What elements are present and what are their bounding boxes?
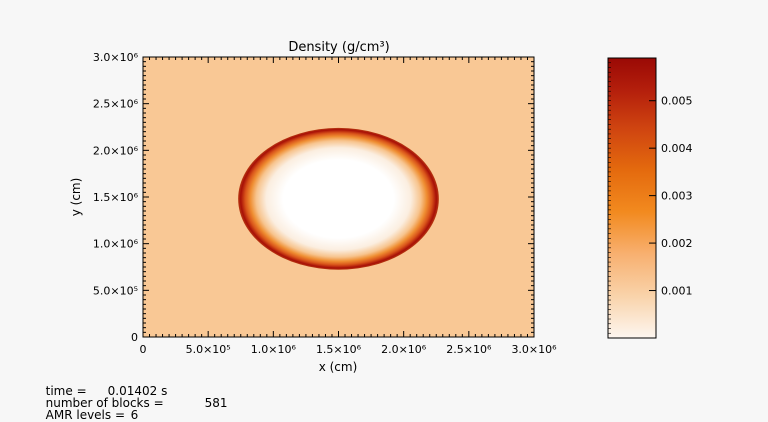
- x-tick-label: 1.5×10⁶: [316, 343, 362, 356]
- blocks-value: 581: [204, 396, 228, 410]
- density-plot: Density (g/cm³) 0 5.0×10⁵ 1.0×10⁶ 1.5×10⁶ 2.…: [69, 40, 693, 374]
- x-tick-label: 2.0×10⁶: [381, 343, 427, 356]
- y-axis-ticks: 0 5.0×10⁵ 1.0×10⁶ 1.5×10⁶ 2.0×10⁶ 2.5×10⁶ 3.0×…: [93, 51, 534, 344]
- y-tick-label: 3.0×10⁶: [93, 51, 139, 64]
- x-tick-label: 0: [140, 343, 147, 356]
- x-axis-label: x (cm): [319, 360, 358, 374]
- colorbar-tick-label: 0.001: [661, 285, 693, 298]
- info-time: time = 0.01402 s: [38, 373, 168, 398]
- x-tick-label: 3.0×10⁶: [511, 343, 557, 356]
- colorbar-tick-label: 0.002: [661, 237, 693, 250]
- blocks-label: number of blocks =: [45, 396, 164, 410]
- levels-value: 6: [130, 408, 139, 422]
- colorbar-tick-label: 0.003: [661, 190, 693, 203]
- info-blocks: number of blocks = 581: [38, 385, 228, 409]
- y-tick-label: 1.0×10⁶: [93, 238, 139, 251]
- info-levels: AMR levels = 6: [38, 397, 139, 422]
- y-tick-label: 0: [131, 331, 138, 344]
- x-axis-ticks: 0 5.0×10⁵ 1.0×10⁶ 1.5×10⁶ 2.0×10⁶ 2.5×10⁶ 3.0×…: [140, 57, 557, 356]
- time-value: 0.01402 s: [107, 384, 168, 398]
- colorbar-tick-label: 0.004: [661, 142, 693, 155]
- x-tick-label: 5.0×10⁵: [186, 343, 231, 356]
- y-tick-label: 1.5×10⁶: [93, 191, 139, 204]
- y-tick-label: 2.0×10⁶: [93, 144, 139, 157]
- y-tick-label: 5.0×10⁵: [93, 284, 138, 297]
- time-label: time =: [45, 384, 87, 398]
- colorbar: [607, 57, 657, 339]
- chart-title: Density (g/cm³): [288, 40, 389, 55]
- levels-label: AMR levels =: [45, 408, 126, 422]
- y-axis-label: y (cm): [69, 178, 83, 217]
- x-tick-label: 1.0×10⁶: [251, 343, 297, 356]
- colorbar-ticks: 0.001 0.002 0.003 0.004 0.005: [608, 62, 693, 334]
- colorbar-tick-label: 0.005: [661, 95, 693, 108]
- density-shell: [238, 127, 439, 270]
- y-tick-label: 2.5×10⁶: [93, 98, 139, 111]
- x-tick-label: 2.5×10⁶: [446, 343, 492, 356]
